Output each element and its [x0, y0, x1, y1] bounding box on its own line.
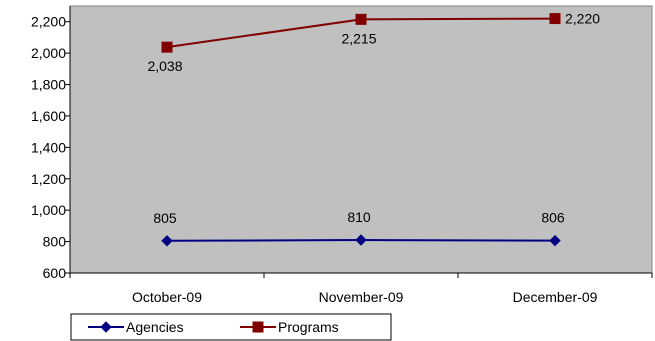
legend-label-agencies: Agencies — [126, 319, 184, 335]
x-tick-label: November-09 — [319, 289, 404, 305]
y-tick-label: 800 — [43, 234, 67, 250]
x-tick-label: December-09 — [513, 289, 598, 305]
y-tick-label: 1,200 — [31, 171, 66, 187]
data-point-programs — [549, 13, 561, 25]
y-axis: 600 800 1,000 1,200 1,400 1,600 1,800 2,000 2,20… — [31, 6, 71, 281]
series-layer — [161, 13, 561, 247]
y-tick-label: 1,400 — [31, 139, 66, 155]
y-tick-label: 2,200 — [31, 14, 66, 30]
data-label-agencies: 805 — [153, 210, 177, 226]
data-point-agencies — [355, 234, 367, 246]
legend: Agencies Programs — [70, 313, 392, 341]
data-label-programs: 2,220 — [565, 11, 600, 27]
data-point-agencies — [161, 235, 173, 247]
data-label-agencies: 806 — [541, 210, 565, 226]
y-tick-label: 2,000 — [31, 45, 66, 61]
data-label-programs: 2,215 — [341, 30, 376, 46]
data-label-programs: 2,038 — [147, 58, 182, 74]
data-labels: 805 810 806 2,038 2,215 2,220 — [147, 11, 600, 226]
legend-box — [70, 313, 392, 341]
y-tick-label: 1,000 — [31, 202, 66, 218]
y-tick-label: 1,800 — [31, 77, 66, 93]
y-tick-label: 600 — [43, 265, 67, 281]
legend-marker-agencies — [100, 321, 112, 333]
legend-marker-programs — [252, 321, 264, 333]
legend-label-programs: Programs — [278, 319, 339, 335]
data-point-programs — [161, 41, 173, 53]
data-label-agencies: 810 — [347, 209, 371, 225]
y-tick-label: 1,600 — [31, 108, 66, 124]
x-axis: October-09 November-09 December-09 — [69, 272, 653, 305]
data-point-agencies — [549, 234, 561, 247]
x-tick-label: October-09 — [132, 289, 202, 305]
data-point-programs — [355, 13, 367, 25]
